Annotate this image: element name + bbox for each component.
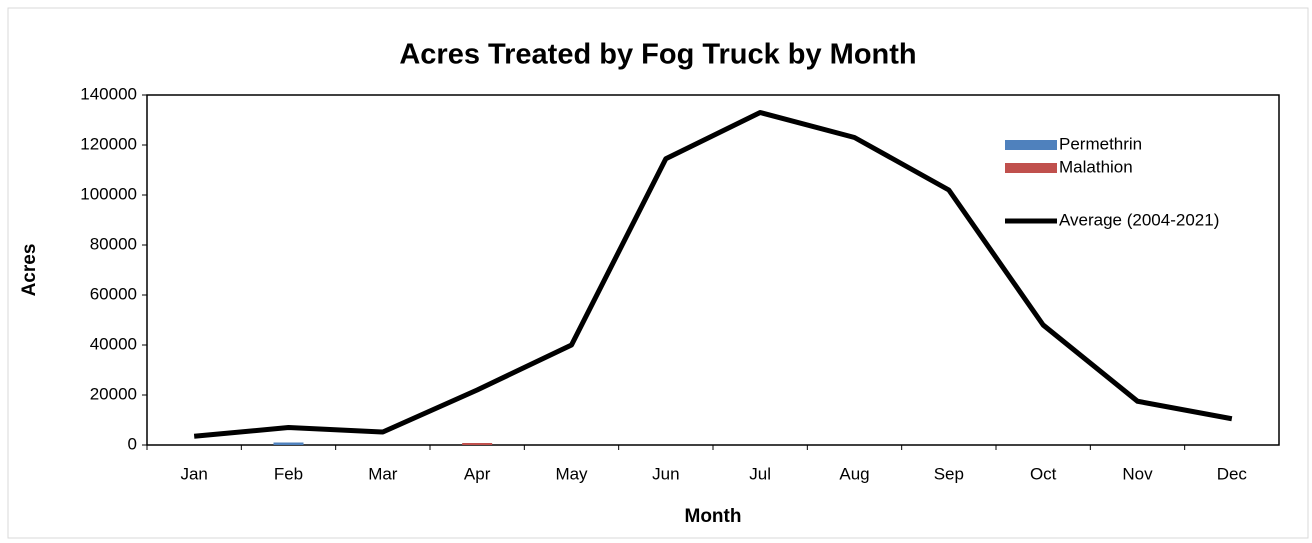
legend-swatch [1005, 163, 1057, 173]
y-tick-label: 0 [128, 434, 137, 453]
x-tick-label: Sep [934, 464, 964, 483]
y-tick-label: 40000 [90, 334, 137, 353]
y-tick-label: 20000 [90, 384, 137, 403]
y-tick-label: 80000 [90, 234, 137, 253]
legend-swatch [1005, 140, 1057, 150]
legend-label: Average (2004-2021) [1059, 210, 1219, 229]
legend-label: Malathion [1059, 157, 1133, 176]
x-tick-label: Jul [749, 464, 771, 483]
bar [462, 443, 493, 445]
x-tick-label: Nov [1122, 464, 1153, 483]
y-tick-label: 100000 [80, 184, 137, 203]
chart-frame [7, 7, 1309, 539]
x-tick-label: Apr [464, 464, 491, 483]
x-tick-label: Aug [839, 464, 869, 483]
y-axis-label: Acres [19, 244, 40, 297]
y-tick-label: 120000 [80, 134, 137, 153]
legend-label: Permethrin [1059, 134, 1142, 153]
x-axis-label: Month [685, 506, 742, 527]
x-tick-label: May [555, 464, 588, 483]
x-tick-label: Mar [368, 464, 398, 483]
x-tick-label: Jan [180, 464, 207, 483]
line [193, 110, 1233, 439]
bar [273, 442, 304, 445]
y-tick-label: 140000 [80, 84, 137, 103]
y-tick-label: 60000 [90, 284, 137, 303]
x-tick-label: Feb [274, 464, 303, 483]
chart-title: Acres Treated by Fog Truck by Month [399, 39, 916, 71]
x-tick-label: Dec [1217, 464, 1248, 483]
x-tick-label: Oct [1030, 464, 1057, 483]
x-tick-label: Jun [652, 464, 679, 483]
